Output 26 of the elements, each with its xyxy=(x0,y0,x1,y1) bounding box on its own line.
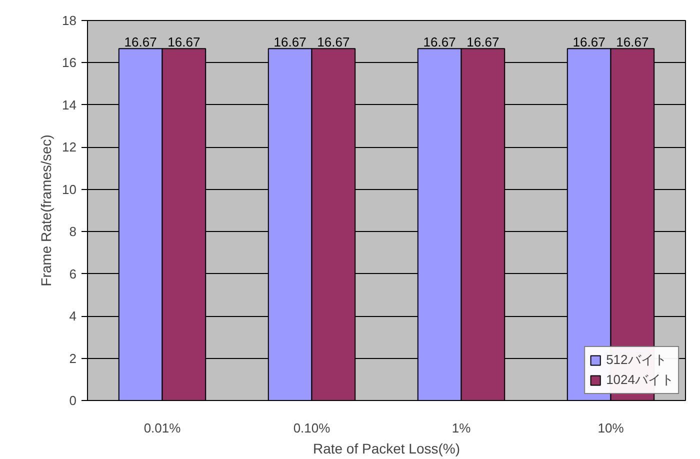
x-tick-label: 1% xyxy=(452,420,472,436)
data-label: 16.67 xyxy=(274,34,306,50)
y-tick-label: 2 xyxy=(69,350,77,366)
y-tick-label: 6 xyxy=(69,266,77,282)
y-axis-title: Frame Rate(frames/sec) xyxy=(38,134,54,286)
x-tick-label: 0.10% xyxy=(293,420,331,436)
y-tick-label: 4 xyxy=(69,308,77,324)
data-label: 16.67 xyxy=(466,34,500,50)
data-label: 16.67 xyxy=(168,34,200,50)
y-tick-label: 14 xyxy=(62,97,77,112)
data-label: 16.67 xyxy=(572,34,606,50)
x-tick-label: 0.01% xyxy=(144,420,182,436)
y-tick-label: 8 xyxy=(69,224,77,240)
y-tick-label: 16 xyxy=(62,55,77,70)
legend-label: 1024バイト xyxy=(606,371,674,389)
x-axis-title: Rate of Packet Loss(%) xyxy=(312,440,460,456)
y-tick-label: 10 xyxy=(62,182,77,197)
y-tick-label: 0 xyxy=(69,393,77,408)
data-label: 16.67 xyxy=(616,34,649,50)
data-label: 16.67 xyxy=(423,34,456,50)
data-label: 16.67 xyxy=(124,34,157,50)
y-tick-label: 12 xyxy=(62,140,77,155)
x-tick-label: 10% xyxy=(598,420,624,436)
y-tick-label: 18 xyxy=(62,13,77,28)
legend-label: 512バイト xyxy=(606,351,667,369)
data-label: 16.67 xyxy=(317,34,350,50)
